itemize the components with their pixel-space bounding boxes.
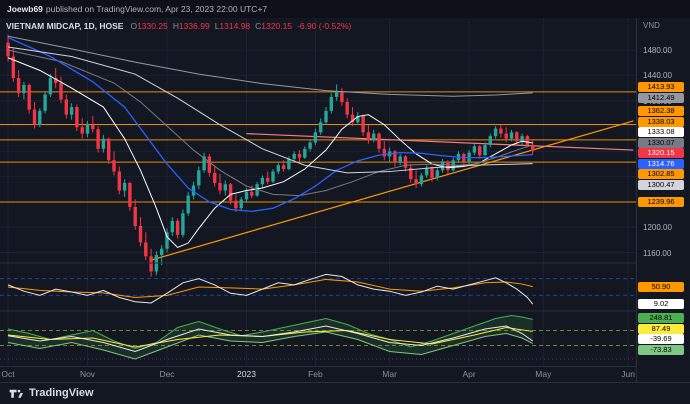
price-tick-label: 1160.00 bbox=[643, 248, 672, 258]
price-level-label: 1338.03 bbox=[638, 116, 684, 127]
price-level-label: 1239.96 bbox=[638, 196, 684, 207]
close-value: 1320.15 bbox=[261, 21, 293, 31]
low-label: L bbox=[214, 21, 220, 31]
indicator-value-label: 248.81 bbox=[638, 313, 684, 324]
close-label: C bbox=[255, 21, 262, 31]
ma-lines[interactable] bbox=[7, 35, 533, 249]
symbol-title[interactable]: VIETNAM MIDCAP, 1D, HOSE bbox=[6, 21, 124, 31]
price-level-lines[interactable] bbox=[0, 91, 636, 203]
indicator-value-label: 50.90 bbox=[638, 281, 684, 292]
time-tick-label: Nov bbox=[79, 369, 96, 379]
price-level-label: 1300.47 bbox=[638, 179, 684, 190]
high-label: H bbox=[172, 21, 179, 31]
pane-separators bbox=[0, 18, 690, 383]
time-tick-label: May bbox=[535, 369, 552, 379]
change-value: -6.90 (-0.52%) bbox=[297, 21, 352, 31]
publish-bar: Joewb69 published on TradingView.com, Ap… bbox=[0, 0, 690, 18]
price-level-label: 1413.93 bbox=[638, 82, 684, 93]
tradingview-logo-icon[interactable] bbox=[8, 386, 23, 401]
time-tick-label: Oct bbox=[1, 369, 15, 379]
price-tick-label: 1480.00 bbox=[643, 46, 672, 56]
indicator-value-label: -73.83 bbox=[638, 344, 684, 355]
indicator-value-label: 9.02 bbox=[638, 299, 684, 310]
time-tick-label: Jun bbox=[621, 369, 635, 379]
trendlines[interactable] bbox=[150, 120, 634, 261]
high-value: 1336.99 bbox=[178, 21, 210, 31]
time-tick-label: Mar bbox=[382, 369, 397, 379]
time-tick-label: Apr bbox=[462, 369, 476, 379]
price-level-label: 1314.76 bbox=[638, 158, 684, 169]
price-tick-label: 1440.00 bbox=[643, 71, 672, 81]
open-label: O bbox=[130, 21, 138, 31]
indicator-value-label: -39.69 bbox=[638, 334, 684, 345]
symbol-legend[interactable]: VIETNAM MIDCAP, 1D, HOSE O1330.25 H1336.… bbox=[6, 21, 351, 31]
time-tick-label: 2023 bbox=[237, 369, 256, 379]
open-value: 1330.25 bbox=[137, 21, 168, 31]
publish-text: published on TradingView.com, Apr 23, 20… bbox=[45, 4, 268, 14]
last-price-label: 1320.15 bbox=[638, 148, 684, 159]
time-axis[interactable]: Oct Nov Dec 2023 Feb Mar Apr May Jun bbox=[0, 366, 636, 382]
price-axis[interactable]: VND 1480.001440.001400.001200.001160.001… bbox=[636, 18, 690, 382]
price-level-label: 1330.07 bbox=[638, 137, 684, 148]
currency-label: VND bbox=[643, 21, 660, 30]
time-tick-label: Dec bbox=[159, 369, 175, 379]
price-level-label: 1302.85 bbox=[638, 169, 684, 180]
price-level-label: 1333.08 bbox=[638, 127, 684, 138]
publisher-username[interactable]: Joewb69 bbox=[7, 4, 43, 14]
candles[interactable] bbox=[6, 34, 535, 277]
low-value: 1314.98 bbox=[219, 21, 251, 31]
indicator-value-label: 87.49 bbox=[638, 323, 684, 334]
price-level-label: 1362.38 bbox=[638, 106, 684, 117]
pane-rsi[interactable] bbox=[0, 273, 636, 305]
footer: TradingView bbox=[0, 382, 690, 404]
price-level-label: 1412.49 bbox=[638, 92, 684, 103]
tradingview-brand[interactable]: TradingView bbox=[29, 387, 94, 399]
price-tick-label: 1200.00 bbox=[643, 223, 672, 233]
pane-oscillator[interactable] bbox=[0, 314, 636, 360]
time-tick-label: Feb bbox=[308, 369, 323, 379]
